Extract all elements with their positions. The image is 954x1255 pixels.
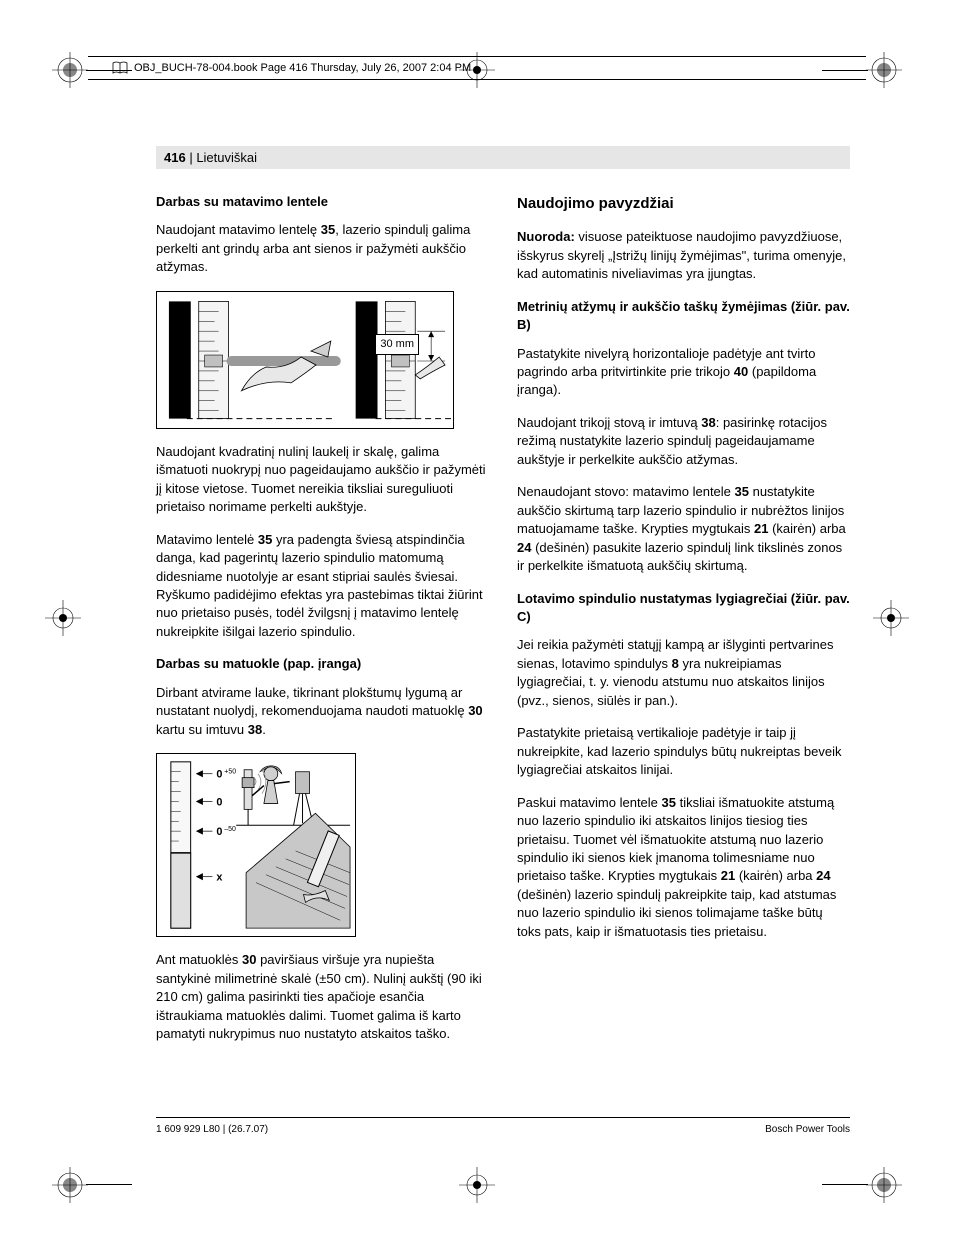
heading-work-with-rod: Darbas su matuokle (pap. įranga) [156,655,489,673]
para-r5: Jei reikia pažymėti statųjį kampą ar išl… [517,636,850,710]
right-column: Naudojimo pavyzdžiai Nuoroda: visuose pa… [517,193,850,1057]
crop-mark-icon [45,600,81,636]
svg-text:–50: –50 [224,826,236,833]
header-text: OBJ_BUCH-78-004.book Page 416 Thursday, … [134,62,471,74]
page-content: 416 | Lietuviškai Darbas su matavimo len… [156,146,850,1135]
figure-measuring-rod: 0+50 0 0–50 x [156,753,356,937]
crop-mark-icon [866,1167,902,1203]
para-r1: Nuoroda: visuose pateiktuose naudojimo p… [517,228,850,283]
svg-text:0: 0 [216,826,222,838]
crop-mark-icon [52,1167,88,1203]
footer: 1 609 929 L80 | (26.7.07) Bosch Power To… [156,1117,850,1135]
para-l3: Matavimo lentelė 35 yra padengta šviesą … [156,531,489,642]
svg-text:x: x [216,872,222,884]
crop-mark-icon [873,600,909,636]
para-l2: Naudojant kvadratinį nulinį laukelį ir s… [156,443,489,517]
crop-mark-icon [866,52,902,88]
heading-plumb-beam: Lotavimo spindulio nustatymas lygiagreči… [517,590,850,627]
language-label: Lietuviškai [196,150,257,165]
para-r6: Pastatykite prietaisą vertikalioje padėt… [517,724,850,779]
left-column: Darbas su matavimo lentele Naudojant mat… [156,193,489,1057]
heading-metric-marks: Metrinių atžymų ir aukščio taškų žymėjim… [517,298,850,335]
heading-usage-examples: Naudojimo pavyzdžiai [517,193,850,214]
para-l1: Naudojant matavimo lentelę 35, lazerio s… [156,221,489,276]
svg-text:+50: +50 [224,769,236,776]
document-header: OBJ_BUCH-78-004.book Page 416 Thursday, … [88,56,866,80]
figure-measuring-plate: 30 mm [156,291,454,429]
crop-mark-icon [52,52,88,88]
svg-text:0: 0 [216,769,222,781]
figure-30mm-label: 30 mm [375,334,419,356]
crop-line [822,1184,868,1185]
footer-left: 1 609 929 L80 | (26.7.07) [156,1124,268,1135]
crop-mark-icon [459,1167,495,1203]
para-r4: Nenaudojant stovo: matavimo lentele 35 n… [517,483,850,575]
para-l5: Ant matuoklės 30 paviršiaus viršuje yra … [156,951,489,1043]
para-r3: Naudojant trikojį stovą ir imtuvą 38: pa… [517,414,850,469]
two-column-layout: Darbas su matavimo lentele Naudojant mat… [156,193,850,1057]
page-number: 416 [164,150,186,165]
para-l4: Dirbant atvirame lauke, tikrinant plokšt… [156,684,489,739]
separator: | [186,150,197,165]
para-r7: Paskui matavimo lentele 35 tiksliai išma… [517,794,850,942]
svg-text:0: 0 [216,797,222,809]
book-icon [112,61,128,75]
heading-work-with-plate: Darbas su matavimo lentele [156,193,489,211]
running-head: 416 | Lietuviškai [156,146,850,169]
para-r2: Pastatykite nivelyrą horizontalioje padė… [517,345,850,400]
footer-right: Bosch Power Tools [765,1124,850,1135]
crop-line [86,1184,132,1185]
